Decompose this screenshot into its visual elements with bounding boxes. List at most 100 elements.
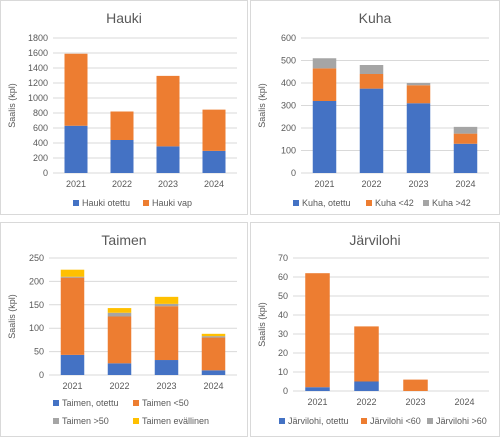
y-tick-label: 1600 <box>28 48 48 58</box>
bar-segment <box>359 65 384 74</box>
bar-segment <box>60 269 85 277</box>
chart-title: Hauki <box>106 10 142 26</box>
x-tick-label: 2024 <box>454 397 474 407</box>
legend-swatch <box>143 200 149 206</box>
x-tick-label: 2024 <box>204 179 224 189</box>
bar-segment <box>312 58 337 69</box>
y-tick-label: 0 <box>283 386 288 396</box>
y-tick-label: 200 <box>29 276 44 286</box>
legend-swatch <box>73 200 79 206</box>
y-tick-label: 200 <box>281 123 296 133</box>
y-tick-label: 400 <box>33 138 48 148</box>
bar-segment <box>107 363 132 375</box>
bar-segment <box>406 103 431 173</box>
y-tick-label: 250 <box>29 253 44 263</box>
bar-segment <box>110 140 134 173</box>
y-tick-label: 20 <box>278 348 288 358</box>
chart-panel-kuha: Kuha 0 100 200 300 400 500 600 Saalis (kpl) 2021 2… <box>250 0 500 215</box>
y-tick-label: 70 <box>278 253 288 263</box>
x-tick-label: 2022 <box>112 179 132 189</box>
y-tick-label: 1800 <box>28 33 48 43</box>
y-tick-label: 200 <box>33 153 48 163</box>
x-tick-label: 2023 <box>405 397 425 407</box>
y-tick-label: 10 <box>278 367 288 377</box>
chart-title: Taimen <box>101 232 146 248</box>
bar-segment <box>453 133 478 144</box>
bar-segment <box>64 53 88 126</box>
bar-segment <box>60 354 85 375</box>
y-axis-label: Saalis (kpl) <box>7 83 17 128</box>
y-tick-label: 600 <box>281 33 296 43</box>
y-axis-label: Saalis (kpl) <box>7 294 17 339</box>
x-tick-label: 2023 <box>156 381 176 391</box>
x-tick-label: 2022 <box>109 381 129 391</box>
y-tick-label: 30 <box>278 329 288 339</box>
bar-segment <box>453 126 478 134</box>
chart-panel-hauki: Hauki 0 200 400 600 800 1000 1200 1400 1600 1800 Sa… <box>0 0 248 215</box>
y-tick-label: 1200 <box>28 78 48 88</box>
x-tick-label: 2024 <box>455 179 475 189</box>
legend-label: Taimen >50 <box>62 416 109 426</box>
chart-title: Järvilohi <box>349 232 400 248</box>
y-tick-label: 300 <box>281 101 296 111</box>
legend-label: Kuha, otettu <box>302 198 351 208</box>
y-tick-label: 150 <box>29 300 44 310</box>
legend-label: Järvilohi <60 <box>370 416 421 426</box>
bar-segment <box>406 83 431 86</box>
bar-segment <box>305 387 330 391</box>
y-tick-label: 50 <box>278 291 288 301</box>
chart-svg: Järvilohi 0 10 20 30 40 50 60 70 Saalis (kpl) 2021… <box>257 232 489 426</box>
legend-label: Järvilohi >60 <box>436 416 487 426</box>
y-tick-label: 0 <box>43 168 48 178</box>
legend-swatch <box>279 418 285 424</box>
y-tick-label: 50 <box>34 347 44 357</box>
legend-label: Kuha <42 <box>375 198 414 208</box>
legend-label: Järvilohi, otettu <box>288 416 349 426</box>
x-tick-label: 2021 <box>66 179 86 189</box>
bar-segment <box>201 336 226 338</box>
chart-svg: Hauki 0 200 400 600 800 1000 1200 1400 1600 1800 Sa… <box>7 10 237 208</box>
y-tick-label: 0 <box>291 168 296 178</box>
chart-panel-taimen: Taimen 0 50 100 150 200 250 Saalis (kpl) 2021 202… <box>0 222 248 437</box>
y-tick-label: 800 <box>33 108 48 118</box>
x-tick-label: 2022 <box>361 179 381 189</box>
y-tick-label: 400 <box>281 78 296 88</box>
y-tick-label: 1000 <box>28 93 48 103</box>
legend-swatch <box>133 418 139 424</box>
bar-segment <box>359 88 384 173</box>
bar-segment <box>154 306 179 361</box>
legend-label: Kuha >42 <box>432 198 471 208</box>
x-tick-label: 2024 <box>203 381 223 391</box>
y-axis-label: Saalis (kpl) <box>257 83 267 128</box>
bar-segment <box>201 370 226 375</box>
bar-segment <box>201 333 226 337</box>
bar-segment <box>201 337 226 371</box>
legend-label: Hauki vap <box>152 198 192 208</box>
chart-title: Kuha <box>359 10 392 26</box>
legend-label: Taimen evällinen <box>142 416 209 426</box>
chart-svg: Kuha 0 100 200 300 400 500 600 Saalis (kpl) 2021 2… <box>257 10 489 208</box>
legend-swatch <box>427 418 433 424</box>
bar-segment <box>156 75 180 147</box>
legend-label: Taimen, otettu <box>62 398 119 408</box>
bar-segment <box>110 111 134 140</box>
bar-segment <box>64 125 88 173</box>
bar-segment <box>60 277 85 355</box>
bar-segment <box>453 143 478 173</box>
bar-segment <box>202 150 226 173</box>
y-tick-label: 100 <box>29 323 44 333</box>
bar-segment <box>154 360 179 375</box>
legend-swatch <box>53 400 59 406</box>
chart-panel-jarvilohi: Järvilohi 0 10 20 30 40 50 60 70 Saalis (kpl) 2021… <box>250 222 500 437</box>
bar-segment <box>202 109 226 151</box>
x-tick-label: 2022 <box>356 397 376 407</box>
x-tick-label: 2021 <box>62 381 82 391</box>
bar-segment <box>312 68 337 101</box>
y-tick-label: 0 <box>39 370 44 380</box>
bar-segment <box>354 326 379 382</box>
y-tick-label: 1400 <box>28 63 48 73</box>
bar-segment <box>60 276 85 278</box>
legend-swatch <box>53 418 59 424</box>
bar-segment <box>305 273 330 388</box>
legend-swatch <box>366 200 372 206</box>
